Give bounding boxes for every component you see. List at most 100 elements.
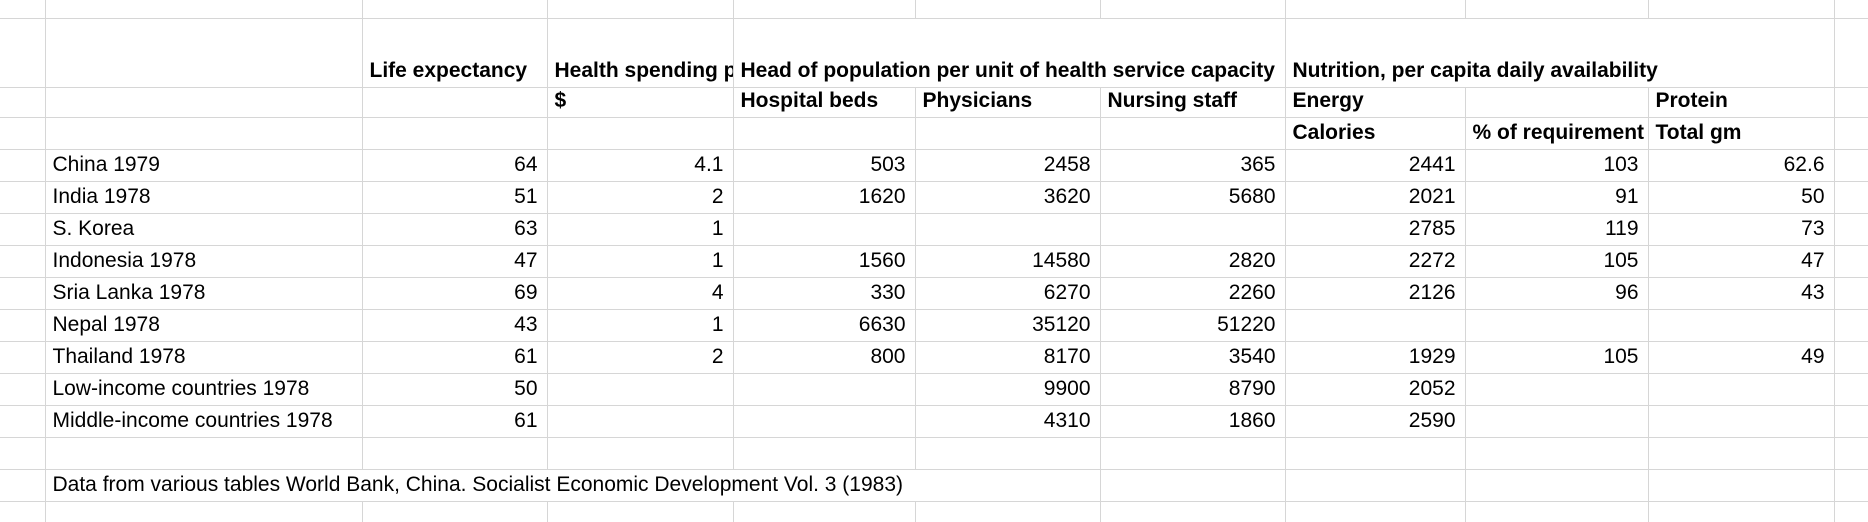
- cell-health-spending[interactable]: 4.1: [547, 149, 734, 182]
- cell-physicians[interactable]: 3620: [915, 181, 1101, 214]
- cell-empty[interactable]: [45, 0, 363, 19]
- cell-calories[interactable]: 2272: [1285, 245, 1466, 278]
- header-life-expectancy[interactable]: Life expectancy: [362, 18, 548, 88]
- cell-empty[interactable]: [45, 18, 363, 88]
- cell-empty[interactable]: [0, 0, 46, 19]
- header-nutrition-group[interactable]: Nutrition, per capita daily availability: [1285, 18, 1835, 88]
- header-nursing-staff[interactable]: Nursing staff: [1100, 87, 1286, 118]
- cell-life-expectancy[interactable]: 43: [362, 309, 548, 342]
- cell-physicians[interactable]: 2458: [915, 149, 1101, 182]
- cell-hospital-beds[interactable]: 330: [733, 277, 916, 310]
- cell-empty[interactable]: [1100, 469, 1286, 502]
- cell-empty[interactable]: [547, 117, 734, 150]
- cell-physicians[interactable]: 14580: [915, 245, 1101, 278]
- cell-empty[interactable]: [0, 501, 46, 522]
- cell-physicians[interactable]: 4310: [915, 405, 1101, 438]
- cell-empty[interactable]: [1465, 87, 1649, 118]
- cell-nursing-staff[interactable]: 365: [1100, 149, 1286, 182]
- cell-life-expectancy[interactable]: 51: [362, 181, 548, 214]
- header-health-spending[interactable]: Health spending per capita: [547, 18, 734, 88]
- cell-empty[interactable]: [1465, 501, 1649, 522]
- cell-empty[interactable]: [45, 87, 363, 118]
- cell-empty[interactable]: [1100, 501, 1286, 522]
- cell-pct-requirement[interactable]: 119: [1465, 213, 1649, 246]
- cell-empty[interactable]: [733, 437, 916, 470]
- cell-hospital-beds[interactable]: 6630: [733, 309, 916, 342]
- cell-empty[interactable]: [0, 87, 46, 118]
- cell-protein-gm[interactable]: 43: [1648, 277, 1835, 310]
- cell-empty[interactable]: [1834, 18, 1868, 88]
- cell-life-expectancy[interactable]: 61: [362, 341, 548, 374]
- row-label[interactable]: Sria Lanka 1978: [45, 277, 363, 310]
- cell-protein-gm[interactable]: 50: [1648, 181, 1835, 214]
- cell-nursing-staff[interactable]: 1860: [1100, 405, 1286, 438]
- cell-empty[interactable]: [0, 245, 46, 278]
- cell-empty[interactable]: [1834, 405, 1868, 438]
- cell-hospital-beds[interactable]: 1620: [733, 181, 916, 214]
- cell-empty[interactable]: [1285, 469, 1466, 502]
- cell-empty[interactable]: [1834, 245, 1868, 278]
- cell-physicians[interactable]: 9900: [915, 373, 1101, 406]
- cell-nursing-staff[interactable]: 8790: [1100, 373, 1286, 406]
- cell-protein-gm[interactable]: 62.6: [1648, 149, 1835, 182]
- cell-empty[interactable]: [1285, 501, 1466, 522]
- row-label[interactable]: Thailand 1978: [45, 341, 363, 374]
- header-capacity-group[interactable]: Head of population per unit of health se…: [733, 18, 1286, 88]
- row-label[interactable]: India 1978: [45, 181, 363, 214]
- cell-empty[interactable]: [1648, 469, 1835, 502]
- cell-empty[interactable]: [1834, 469, 1868, 502]
- row-label[interactable]: Middle-income countries 1978: [45, 405, 363, 438]
- cell-nursing-staff[interactable]: 3540: [1100, 341, 1286, 374]
- cell-empty[interactable]: [0, 181, 46, 214]
- cell-empty[interactable]: [1648, 0, 1835, 19]
- cell-life-expectancy[interactable]: 63: [362, 213, 548, 246]
- cell-empty[interactable]: [1465, 469, 1649, 502]
- cell-empty[interactable]: [1834, 117, 1868, 150]
- cell-empty[interactable]: [362, 87, 548, 118]
- cell-empty[interactable]: [733, 0, 916, 19]
- cell-empty[interactable]: [0, 437, 46, 470]
- cell-health-spending[interactable]: 4: [547, 277, 734, 310]
- cell-empty[interactable]: [45, 437, 363, 470]
- cell-empty[interactable]: [547, 501, 734, 522]
- cell-calories[interactable]: 2052: [1285, 373, 1466, 406]
- cell-empty[interactable]: [0, 18, 46, 88]
- cell-empty[interactable]: [1100, 0, 1286, 19]
- cell-empty[interactable]: [1834, 437, 1868, 470]
- cell-health-spending[interactable]: 1: [547, 213, 734, 246]
- cell-nursing-staff[interactable]: [1100, 213, 1286, 246]
- cell-pct-requirement[interactable]: 105: [1465, 245, 1649, 278]
- cell-pct-requirement[interactable]: 91: [1465, 181, 1649, 214]
- cell-nursing-staff[interactable]: 2820: [1100, 245, 1286, 278]
- cell-pct-requirement[interactable]: [1465, 405, 1649, 438]
- row-label[interactable]: Indonesia 1978: [45, 245, 363, 278]
- cell-physicians[interactable]: [915, 213, 1101, 246]
- cell-calories[interactable]: 2590: [1285, 405, 1466, 438]
- cell-empty[interactable]: [1834, 309, 1868, 342]
- cell-empty[interactable]: [0, 213, 46, 246]
- cell-calories[interactable]: 2126: [1285, 277, 1466, 310]
- cell-empty[interactable]: [1834, 0, 1868, 19]
- cell-empty[interactable]: [1285, 0, 1466, 19]
- header-physicians[interactable]: Physicians: [915, 87, 1101, 118]
- cell-empty[interactable]: [733, 501, 916, 522]
- cell-empty[interactable]: [1100, 437, 1286, 470]
- cell-pct-requirement[interactable]: [1465, 309, 1649, 342]
- cell-calories[interactable]: 2785: [1285, 213, 1466, 246]
- cell-pct-requirement[interactable]: 96: [1465, 277, 1649, 310]
- cell-empty[interactable]: [0, 405, 46, 438]
- cell-life-expectancy[interactable]: 69: [362, 277, 548, 310]
- cell-hospital-beds[interactable]: [733, 213, 916, 246]
- cell-empty[interactable]: [45, 501, 363, 522]
- row-label[interactable]: China 1979: [45, 149, 363, 182]
- cell-empty[interactable]: [1465, 437, 1649, 470]
- cell-empty[interactable]: [362, 117, 548, 150]
- cell-empty[interactable]: [547, 0, 734, 19]
- cell-life-expectancy[interactable]: 61: [362, 405, 548, 438]
- cell-empty[interactable]: [0, 277, 46, 310]
- cell-empty[interactable]: [362, 0, 548, 19]
- cell-life-expectancy[interactable]: 64: [362, 149, 548, 182]
- header-energy[interactable]: Energy: [1285, 87, 1466, 118]
- cell-empty[interactable]: [0, 149, 46, 182]
- cell-empty[interactable]: [915, 437, 1101, 470]
